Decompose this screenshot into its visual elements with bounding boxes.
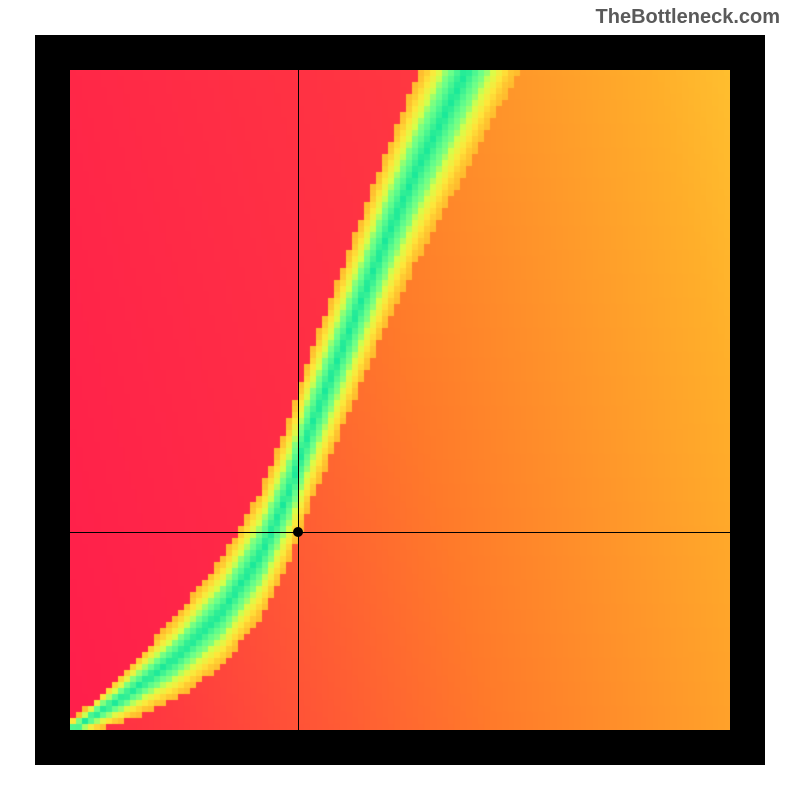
heatmap-canvas [70, 70, 730, 730]
plot-area [70, 70, 730, 730]
chart-container: TheBottleneck.com [0, 0, 800, 800]
watermark-text: TheBottleneck.com [596, 6, 780, 29]
chart-frame [35, 35, 765, 765]
